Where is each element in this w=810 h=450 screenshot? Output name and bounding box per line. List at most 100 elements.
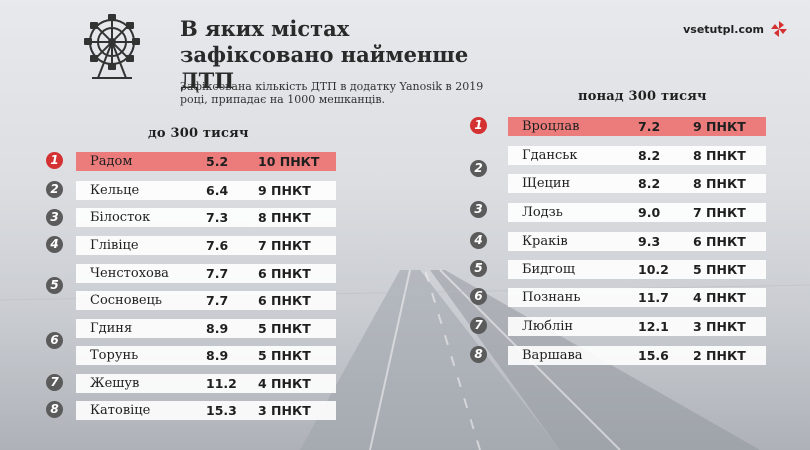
city-name: Сосновець bbox=[90, 293, 162, 308]
city-name: Катовіце bbox=[90, 403, 151, 418]
accident-rate: 8.9 bbox=[206, 321, 229, 336]
points: 9 ПНКТ bbox=[693, 119, 746, 134]
accident-rate: 11.7 bbox=[638, 290, 669, 305]
points: 2 ПНКТ bbox=[693, 348, 746, 363]
accident-rate: 9.0 bbox=[638, 205, 661, 220]
points: 3 ПНКТ bbox=[258, 403, 311, 418]
rank-badge: 7 bbox=[470, 317, 487, 334]
accident-rate: 7.7 bbox=[206, 293, 229, 308]
city-name: Глівіце bbox=[90, 238, 139, 253]
table-row: Бидгощ 10.2 5 ПНКТ bbox=[508, 260, 766, 279]
table-row: Білосток 7.3 8 ПНКТ bbox=[76, 208, 336, 227]
table-row: Кельце 6.4 9 ПНКТ bbox=[76, 181, 336, 200]
accident-rate: 7.6 bbox=[206, 238, 229, 253]
city-name: Краків bbox=[522, 234, 568, 249]
city-name: Вроцлав bbox=[522, 119, 580, 134]
city-name: Білосток bbox=[90, 210, 151, 225]
city-name: Торунь bbox=[90, 348, 139, 363]
brand[interactable]: vsetutpl.com bbox=[683, 20, 788, 38]
points: 4 ПНКТ bbox=[258, 376, 311, 391]
page-title: В яких містах зафіксовано найменше ДТП bbox=[180, 16, 469, 93]
points: 8 ПНКТ bbox=[258, 210, 311, 225]
page-subtitle: Зафіксована кількість ДТП в додатку Yano… bbox=[180, 80, 484, 106]
city-name: Варшава bbox=[522, 348, 583, 363]
right-heading: понад 300 тисяч bbox=[578, 89, 707, 104]
accident-rate: 10.2 bbox=[638, 262, 669, 277]
city-name: Кельце bbox=[90, 183, 140, 198]
points: 3 ПНКТ bbox=[693, 319, 746, 334]
table-row: Жешув 11.2 4 ПНКТ bbox=[76, 374, 336, 393]
points: 9 ПНКТ bbox=[258, 183, 311, 198]
table-row: Сосновець 7.7 6 ПНКТ bbox=[76, 291, 336, 310]
city-name: Ченстохова bbox=[90, 266, 169, 281]
table-row: Гданськ 8.2 8 ПНКТ bbox=[508, 146, 766, 165]
accident-rate: 8.2 bbox=[638, 148, 661, 163]
points: 6 ПНКТ bbox=[258, 266, 311, 281]
ferris-wheel-icon bbox=[84, 14, 140, 79]
points: 4 ПНКТ bbox=[693, 290, 746, 305]
accident-rate: 6.4 bbox=[206, 183, 229, 198]
points: 10 ПНКТ bbox=[258, 154, 320, 169]
table-row: Ченстохова 7.7 6 ПНКТ bbox=[76, 264, 336, 283]
rank-badge: 6 bbox=[46, 332, 63, 349]
city-name: Люблін bbox=[522, 319, 574, 334]
rank-badge: 2 bbox=[46, 181, 63, 198]
table-row: Лодзь 9.0 7 ПНКТ bbox=[508, 203, 766, 222]
left-heading: до 300 тисяч bbox=[148, 126, 249, 141]
rank-badge: 4 bbox=[470, 232, 487, 249]
points: 5 ПНКТ bbox=[258, 348, 311, 363]
accident-rate: 7.2 bbox=[638, 119, 661, 134]
table-row: Щецин 8.2 8 ПНКТ bbox=[508, 174, 766, 193]
accident-rate: 8.9 bbox=[206, 348, 229, 363]
points: 6 ПНКТ bbox=[693, 234, 746, 249]
accident-rate: 15.6 bbox=[638, 348, 669, 363]
rank-badge: 8 bbox=[46, 401, 63, 418]
table-row: Вроцлав 7.2 9 ПНКТ bbox=[508, 117, 766, 136]
table-row: Познань 11.7 4 ПНКТ bbox=[508, 288, 766, 307]
rank-badge: 5 bbox=[470, 260, 487, 277]
accident-rate: 11.2 bbox=[206, 376, 237, 391]
pinwheel-icon bbox=[771, 21, 787, 37]
table-row: Люблін 12.1 3 ПНКТ bbox=[508, 317, 766, 336]
table-row: Гдиня 8.9 5 ПНКТ bbox=[76, 319, 336, 338]
points: 5 ПНКТ bbox=[258, 321, 311, 336]
city-name: Бидгощ bbox=[522, 262, 575, 277]
points: 7 ПНКТ bbox=[258, 238, 311, 253]
accident-rate: 7.7 bbox=[206, 266, 229, 281]
accident-rate: 15.3 bbox=[206, 403, 237, 418]
table-row: Радом 5.2 10 ПНКТ bbox=[76, 152, 336, 171]
points: 6 ПНКТ bbox=[258, 293, 311, 308]
city-name: Лодзь bbox=[522, 205, 563, 220]
accident-rate: 5.2 bbox=[206, 154, 229, 169]
points: 7 ПНКТ bbox=[693, 205, 746, 220]
rank-badge: 6 bbox=[470, 288, 487, 305]
accident-rate: 12.1 bbox=[638, 319, 669, 334]
table-row: Краків 9.3 6 ПНКТ bbox=[508, 232, 766, 251]
rank-badge: 3 bbox=[46, 209, 63, 226]
table-row: Варшава 15.6 2 ПНКТ bbox=[508, 346, 766, 365]
points: 8 ПНКТ bbox=[693, 176, 746, 191]
table-row: Катовіце 15.3 3 ПНКТ bbox=[76, 401, 336, 420]
accident-rate: 9.3 bbox=[638, 234, 661, 249]
city-name: Гданськ bbox=[522, 148, 578, 163]
accident-rate: 7.3 bbox=[206, 210, 229, 225]
rank-badge: 5 bbox=[46, 277, 63, 294]
city-name: Жешув bbox=[90, 376, 140, 391]
table-row: Глівіце 7.6 7 ПНКТ bbox=[76, 236, 336, 255]
rank-badge: 4 bbox=[46, 236, 63, 253]
city-name: Щецин bbox=[522, 176, 571, 191]
rank-badge: 8 bbox=[470, 346, 487, 363]
city-name: Познань bbox=[522, 290, 581, 305]
rank-badge: 1 bbox=[46, 152, 63, 169]
points: 5 ПНКТ bbox=[693, 262, 746, 277]
rank-badge: 3 bbox=[470, 201, 487, 218]
brand-name: vsetutpl.com bbox=[683, 22, 764, 36]
rank-badge: 1 bbox=[470, 117, 487, 134]
city-name: Гдиня bbox=[90, 321, 133, 336]
rank-badge: 2 bbox=[470, 160, 487, 177]
accident-rate: 8.2 bbox=[638, 176, 661, 191]
city-name: Радом bbox=[90, 154, 133, 169]
points: 8 ПНКТ bbox=[693, 148, 746, 163]
rank-badge: 7 bbox=[46, 374, 63, 391]
table-row: Торунь 8.9 5 ПНКТ bbox=[76, 346, 336, 365]
